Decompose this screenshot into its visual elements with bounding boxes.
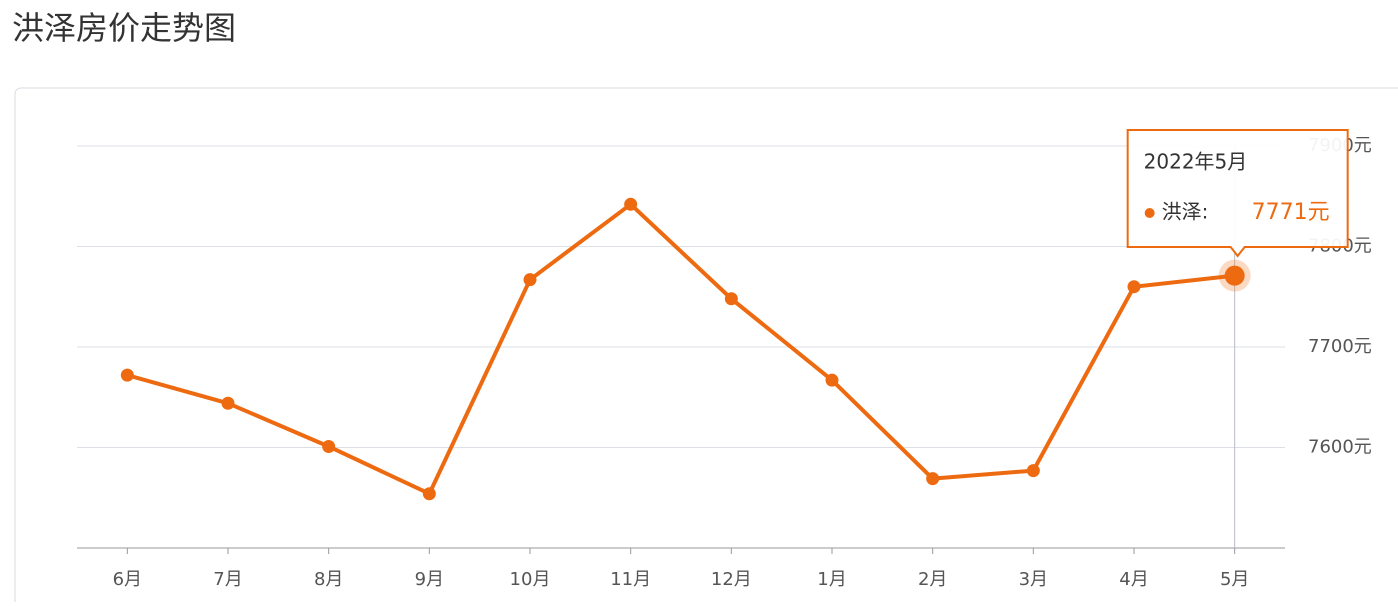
y-tick-label: 7600元 — [1308, 437, 1372, 458]
tooltip-box — [1126, 129, 1349, 258]
chart-title: 洪泽房价走势图 — [12, 9, 236, 47]
tooltip-dot — [1144, 208, 1155, 218]
x-tick-label: 5月 — [1220, 569, 1249, 590]
point — [1224, 265, 1245, 286]
point — [120, 368, 134, 382]
point — [1026, 464, 1040, 478]
point — [624, 197, 638, 211]
point — [926, 472, 940, 486]
x-tick-label: 6月 — [113, 569, 142, 590]
point — [825, 373, 839, 387]
x-tick-label: 9月 — [415, 569, 444, 590]
point — [422, 487, 436, 501]
x-tick-label: 3月 — [1019, 569, 1048, 590]
x-tick-label: 11月 — [610, 569, 651, 590]
point — [724, 292, 738, 306]
y-tick-label: 7700元 — [1308, 336, 1372, 357]
line — [126, 202, 1235, 496]
x-tick-label: 4月 — [1119, 569, 1148, 590]
x-tick-label: 8月 — [314, 569, 343, 590]
point — [1127, 280, 1141, 294]
x-tick-label: 7月 — [213, 569, 242, 590]
x-tick-label: 10月 — [510, 569, 551, 590]
point — [221, 396, 235, 410]
tooltip-series: 洪泽: — [1162, 200, 1209, 224]
data-label: 7771元 — [1252, 200, 1330, 225]
x-tick-label: 12月 — [711, 569, 752, 590]
tooltip-title: 2022年5月 — [1144, 150, 1248, 174]
x-tick-label: 1月 — [817, 569, 846, 590]
point — [322, 439, 336, 453]
x-tick-label: 2月 — [918, 569, 947, 590]
point — [523, 273, 537, 287]
